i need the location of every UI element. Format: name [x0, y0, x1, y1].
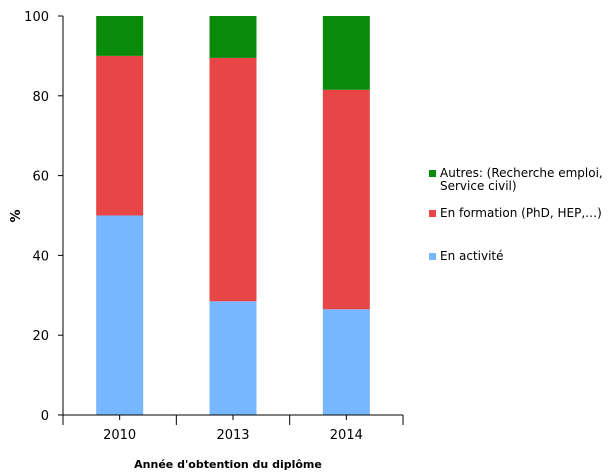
legend-swatch: [429, 210, 436, 217]
x-tick-label: 2010: [103, 428, 136, 443]
y-tick-label: 0: [41, 409, 49, 424]
legend-swatch: [429, 253, 436, 260]
x-tick-label: 2014: [330, 428, 363, 443]
legend-label: Service civil): [440, 179, 517, 193]
axes-group: [58, 15, 404, 425]
tick-labels-group: 2010 2013 2014 0 20 40 60 80 100: [24, 10, 363, 443]
y-tick-label: 20: [32, 329, 49, 344]
legend-swatch: [429, 170, 436, 177]
legend-label: Autres: (Recherche emploi,: [440, 166, 603, 180]
y-tick-label: 60: [32, 170, 49, 185]
legend: Autres: (Recherche emploi,Service civil)…: [429, 166, 603, 263]
bar-2014-series-1: [322, 89, 370, 310]
bars-group: [96, 16, 370, 415]
legend-label: En formation (PhD, HEP,…): [440, 206, 602, 220]
x-tick-label: 2013: [216, 428, 249, 443]
bar-2010-series-2: [96, 16, 144, 56]
y-tick-label: 40: [32, 249, 49, 264]
bar-2010-series-1: [96, 55, 144, 216]
y-axis-title: %: [9, 209, 24, 222]
y-tick-label: 80: [32, 90, 49, 105]
y-tick-label: 100: [24, 10, 49, 25]
x-axis-title: Année d'obtention du diplôme: [134, 458, 322, 471]
bar-2013-series-0: [209, 301, 257, 415]
bar-2014-series-0: [322, 309, 370, 415]
bar-2013-series-2: [209, 16, 257, 58]
bar-2014-series-2: [322, 16, 370, 90]
bar-2013-series-1: [209, 57, 257, 302]
legend-label: En activité: [440, 249, 504, 263]
bar-2010-series-0: [96, 215, 144, 415]
